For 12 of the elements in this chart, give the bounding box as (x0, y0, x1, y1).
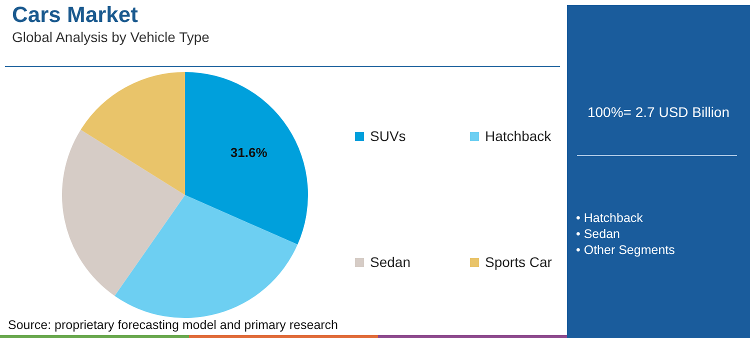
data-label: 31.6% (230, 144, 268, 160)
legend-label: SUVs (370, 128, 406, 144)
text: • Sedan (576, 226, 621, 242)
source-note: Source: proprietary forecasting model and primary research (8, 318, 338, 332)
legend-label: Sedan (370, 254, 410, 270)
legend-label: Sports Car (485, 254, 552, 270)
text: • Other Segments (576, 242, 675, 258)
text: 100%= 2.7 USD Billion (586, 104, 731, 120)
text: • Hatchback (576, 210, 644, 226)
chart-subtitle: Global Analysis by Vehicle Type (12, 29, 210, 45)
chart-title: Cars Market (12, 2, 138, 28)
legend-label: Hatchback (485, 128, 552, 144)
